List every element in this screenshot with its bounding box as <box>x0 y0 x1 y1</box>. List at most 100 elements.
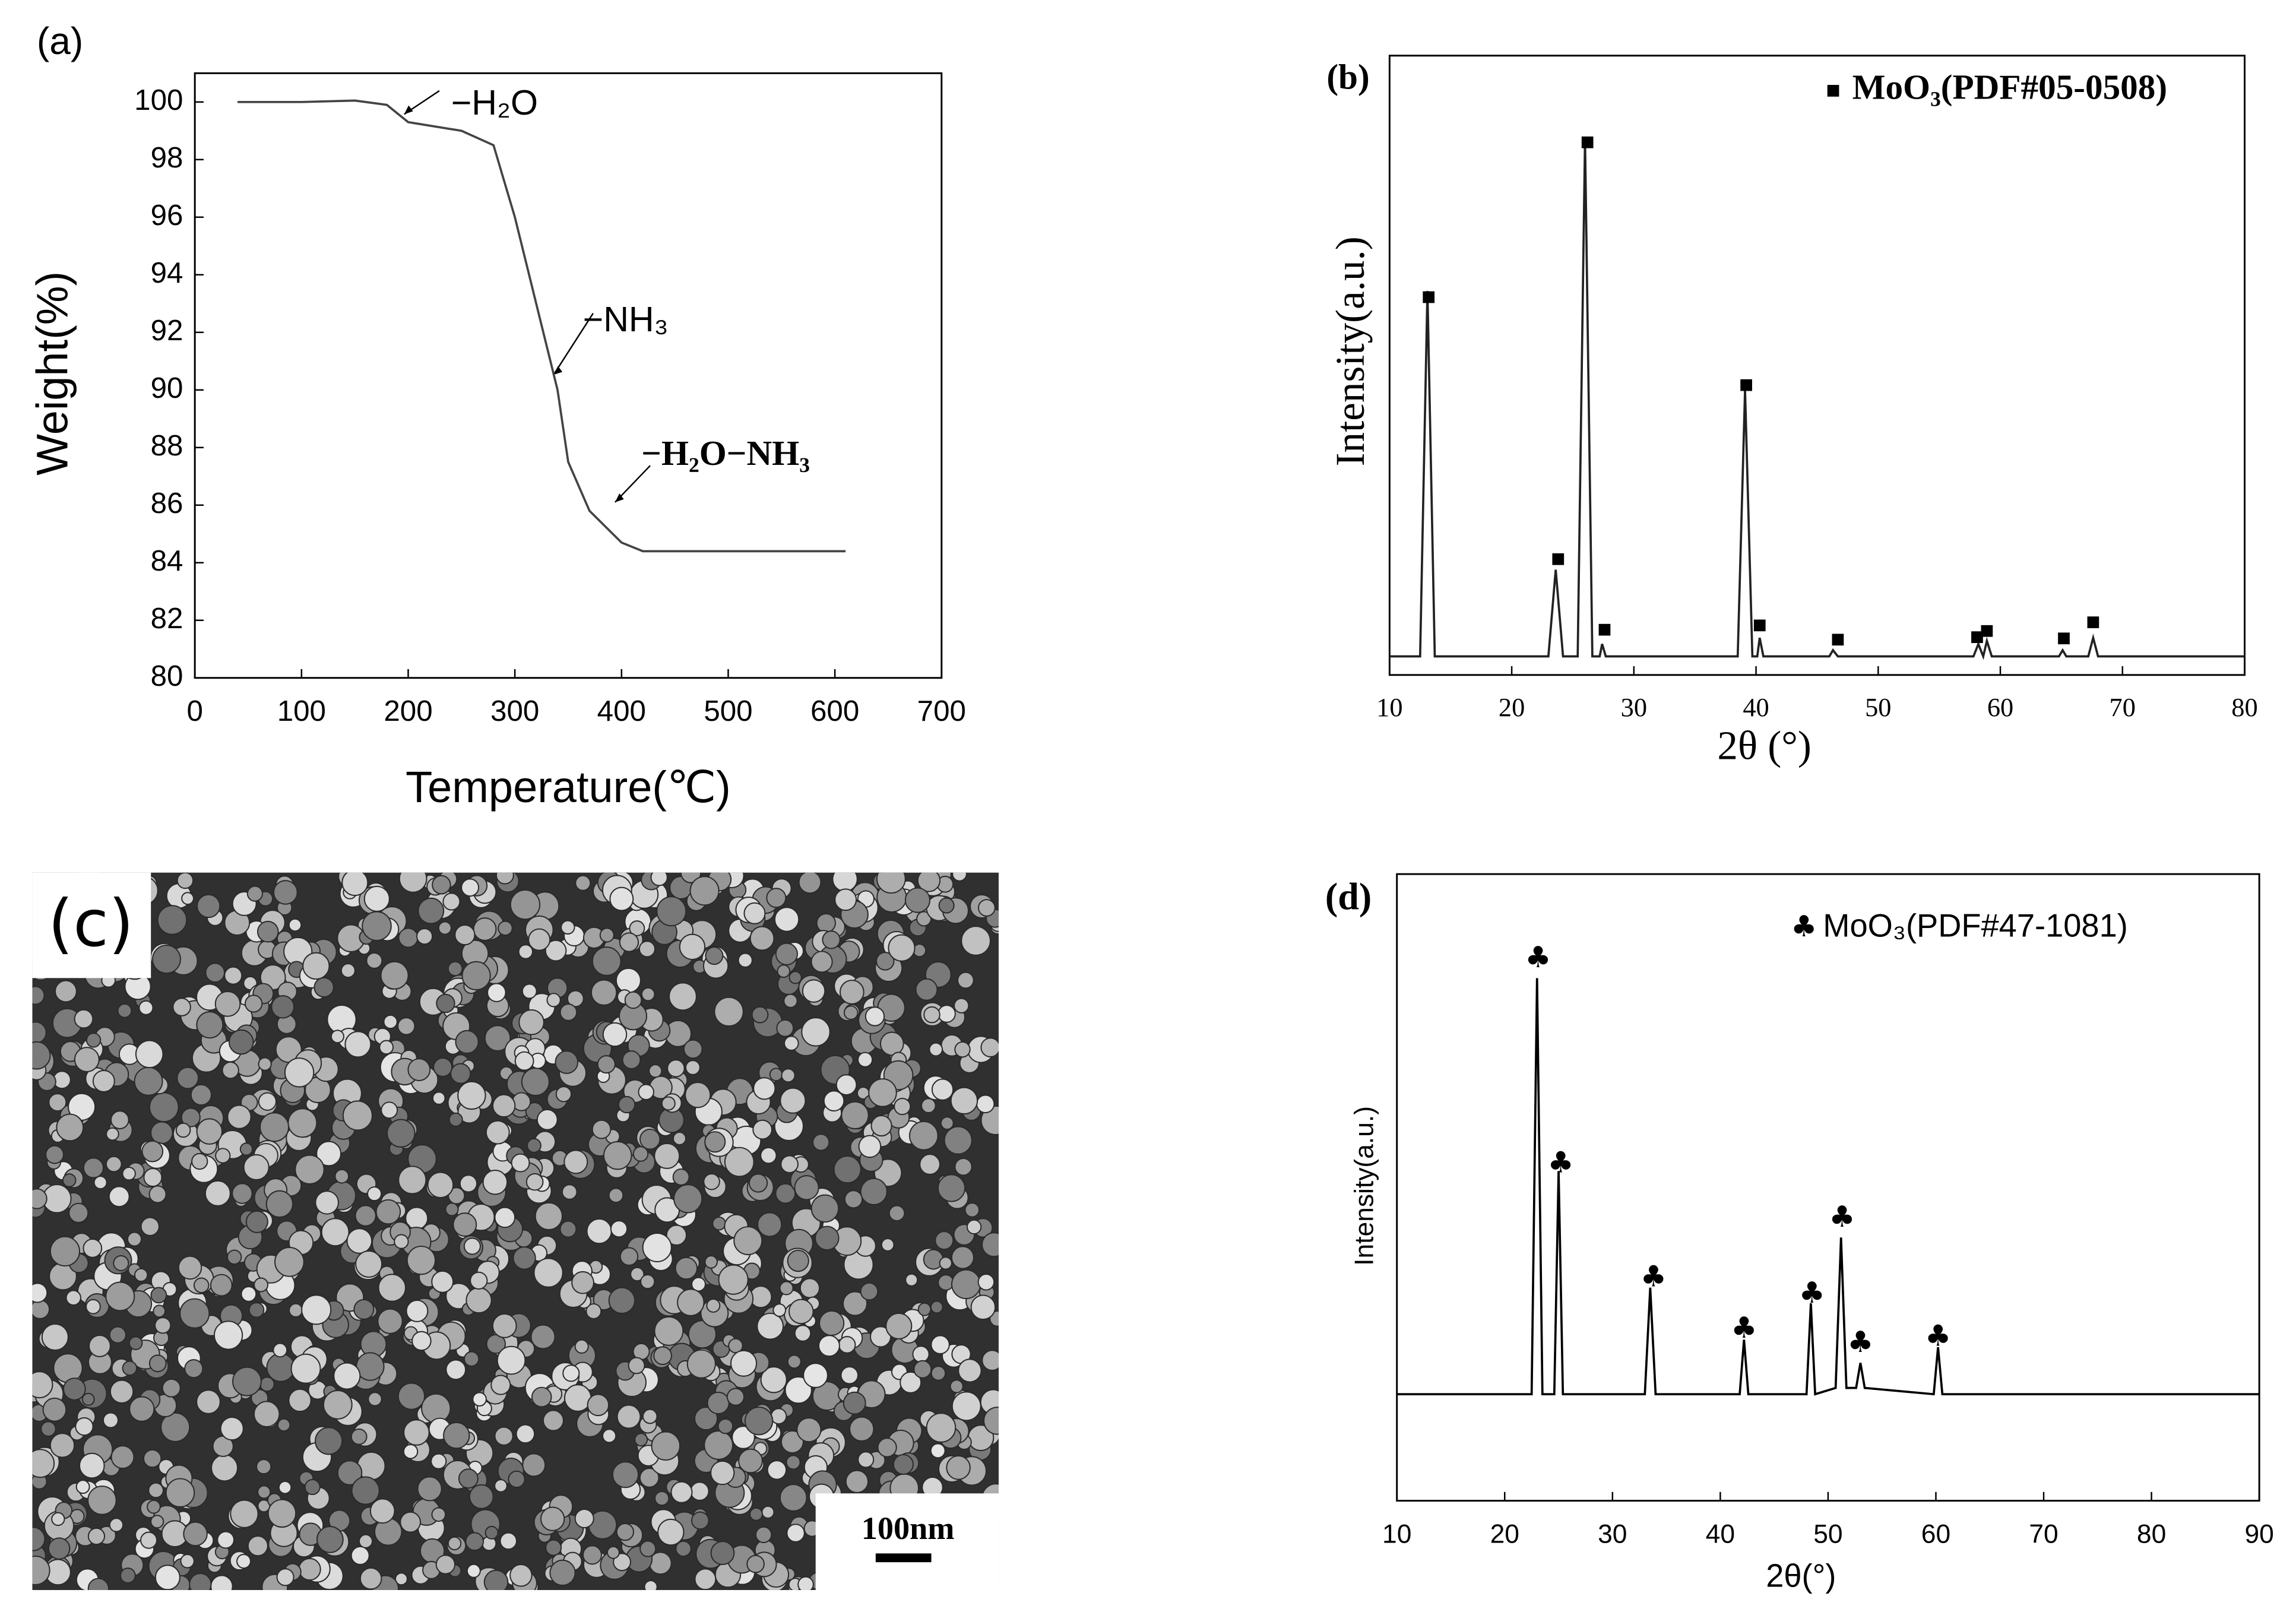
grain <box>672 1132 686 1146</box>
grain <box>562 1364 580 1382</box>
grain <box>176 1066 199 1090</box>
grain <box>706 1298 721 1313</box>
grain <box>751 1006 769 1024</box>
grain <box>161 1378 181 1398</box>
grain <box>148 1354 167 1373</box>
grain <box>685 1060 701 1075</box>
grain <box>710 1541 735 1566</box>
grain <box>110 1110 129 1129</box>
grain <box>549 1559 576 1586</box>
grain <box>533 1258 563 1288</box>
grain <box>707 1391 730 1415</box>
grain <box>779 1281 794 1296</box>
grain <box>938 897 955 914</box>
panel-label: (d) <box>1325 875 1372 917</box>
peak-marker <box>2058 632 2070 645</box>
x-tick-label: 40 <box>1743 692 1769 722</box>
grain <box>193 1277 210 1294</box>
grain <box>273 880 298 905</box>
grain <box>802 979 826 1003</box>
grain <box>397 1382 426 1410</box>
grain <box>32 986 45 1005</box>
x-tick-label: 60 <box>1921 1519 1950 1548</box>
peak-marker <box>1552 553 1565 565</box>
grain <box>368 1392 382 1407</box>
grain <box>244 995 263 1013</box>
grain <box>917 872 941 892</box>
grain <box>304 1478 321 1496</box>
grain <box>205 962 225 983</box>
grain <box>83 1239 103 1258</box>
grain <box>512 1246 536 1270</box>
grain <box>466 1563 481 1578</box>
grain <box>642 1408 658 1424</box>
grain <box>749 926 775 951</box>
grain <box>47 1537 71 1560</box>
grain <box>788 971 802 984</box>
grain <box>575 875 591 891</box>
grain <box>288 1388 312 1413</box>
grain <box>367 1186 382 1202</box>
grain <box>354 1205 376 1227</box>
grain <box>180 1554 195 1569</box>
grain <box>694 1568 717 1591</box>
grain <box>749 1507 763 1521</box>
grain <box>472 1392 487 1407</box>
grain <box>559 1003 578 1021</box>
grain <box>530 1324 556 1350</box>
grain <box>267 1499 297 1528</box>
grain <box>492 1313 517 1338</box>
grain <box>122 1167 136 1181</box>
x-tick-label: 70 <box>2110 692 2136 722</box>
grain <box>45 1145 64 1164</box>
grain <box>832 872 858 892</box>
grain <box>245 1210 268 1233</box>
grain <box>602 1429 617 1443</box>
grain <box>254 1277 269 1293</box>
grain <box>582 1545 602 1565</box>
grain <box>378 1274 406 1302</box>
grain <box>398 927 419 948</box>
grain <box>450 1063 471 1084</box>
peak-marker: ♣ <box>1731 1310 1757 1345</box>
grain <box>32 1041 51 1070</box>
grain <box>83 1157 104 1179</box>
peak-marker: ♣ <box>1829 1199 1855 1234</box>
grain <box>74 1009 94 1029</box>
grain <box>68 1202 89 1223</box>
grain <box>938 1274 954 1291</box>
label-box <box>32 872 151 978</box>
peak-marker <box>1740 379 1752 391</box>
grain <box>775 942 798 965</box>
x-tick-label: 200 <box>384 695 432 727</box>
grain <box>656 896 687 927</box>
grain <box>350 1428 368 1445</box>
grain <box>344 1031 372 1058</box>
grain <box>608 1287 636 1315</box>
grain <box>353 1299 375 1320</box>
grain <box>397 1017 416 1035</box>
grain <box>65 1290 81 1306</box>
grain <box>843 1005 859 1020</box>
x-axis-label: Temperature(℃) <box>406 762 731 812</box>
grain <box>105 1155 122 1173</box>
grain <box>210 1575 233 1591</box>
peak-marker: ♣ <box>1799 1275 1825 1310</box>
grain <box>485 1120 510 1145</box>
grain <box>445 1359 467 1380</box>
grain <box>214 991 241 1017</box>
grain <box>689 876 720 906</box>
grain <box>653 1346 672 1366</box>
grain <box>674 1256 698 1280</box>
grain <box>438 921 452 935</box>
grain <box>705 946 724 965</box>
grain <box>559 1220 577 1238</box>
grain <box>221 1061 239 1079</box>
grain <box>712 1216 726 1231</box>
grain <box>640 1274 655 1290</box>
x-tick-label: 30 <box>1621 692 1647 722</box>
grain <box>247 1535 268 1557</box>
y-tick-label: 84 <box>151 544 183 577</box>
y-tick-label: 94 <box>151 256 183 289</box>
grain <box>841 1101 869 1130</box>
